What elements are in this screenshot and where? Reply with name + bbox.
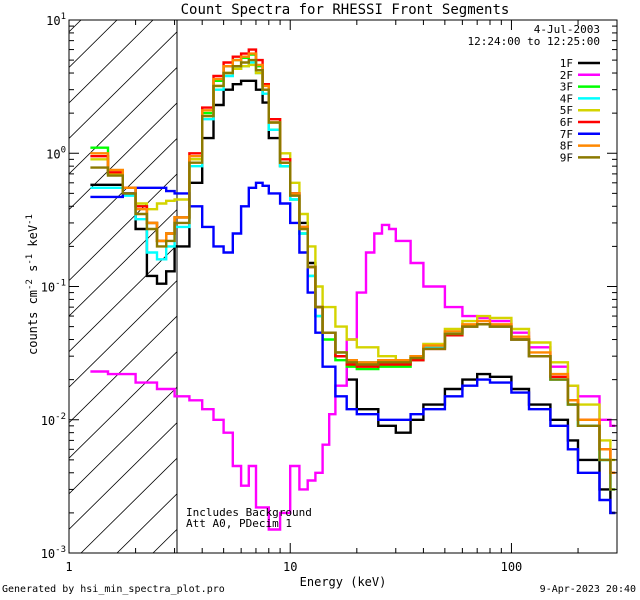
axis-ticks: 1 10 100 101 100 10-1 10-2 10-3: [41, 12, 618, 574]
x-axis-label: Energy (keV): [300, 575, 387, 589]
y-axis-label: counts cm-2 s-1 keV-1: [25, 214, 40, 355]
hatch-line: [69, 66, 177, 175]
legend-label-3f: 3F: [560, 81, 573, 94]
x-tick-label: 100: [501, 560, 523, 574]
legend-label-9f: 9F: [560, 151, 573, 164]
excluded-region-hatch: [0, 20, 177, 553]
legend-label-1f: 1F: [560, 57, 573, 70]
date-label: 4-Jul-2003: [534, 23, 600, 36]
legend-label-6f: 6F: [560, 116, 573, 129]
hatch-line: [69, 280, 177, 388]
hatch-line: [69, 422, 177, 530]
hatch-line: [69, 208, 177, 317]
series-5f-line: [90, 63, 616, 462]
series-4f-line: [90, 61, 616, 491]
y-tick-label: 10-1: [41, 279, 66, 295]
chart-title: Count Spectra for RHESSI Front Segments: [181, 2, 510, 18]
plot-frame: [68, 19, 618, 554]
y-tick-label: 100: [46, 145, 66, 161]
y-tick-label: 10-3: [41, 545, 66, 561]
annotation-attenuator: Att A0, PDecim 1: [186, 517, 292, 530]
legend-label-2f: 2F: [560, 69, 573, 82]
hatch-line: [69, 31, 177, 140]
hatch-line: [69, 244, 177, 353]
legend-label-5f: 5F: [560, 104, 573, 117]
time-range-label: 12:24:00 to 12:25:00: [468, 35, 600, 48]
y-tick-label: 10-2: [41, 412, 66, 428]
y-tick-label: 101: [46, 12, 66, 28]
hatch-line: [80, 457, 177, 553]
legend-label-8f: 8F: [560, 140, 573, 153]
footer-timestamp: 9-Apr-2023 20:40: [539, 584, 636, 595]
footer-generator: Generated by hsi_min_spectra_plot.pro: [2, 584, 225, 595]
legend-label-4f: 4F: [560, 92, 573, 105]
hatch-line: [0, 20, 9, 553]
series-7f-line: [90, 181, 616, 515]
x-tick-label: 1: [65, 560, 72, 574]
legend-label-7f: 7F: [560, 128, 573, 141]
hatch-line: [0, 20, 45, 553]
series-9f-line: [90, 58, 616, 491]
hatch-line: [69, 386, 177, 495]
annotation-background: Includes Background: [186, 506, 312, 519]
series-layer: [90, 48, 616, 531]
series-1f-line: [90, 79, 616, 515]
x-tick-label: 10: [283, 560, 297, 574]
hatch-line: [69, 102, 177, 211]
